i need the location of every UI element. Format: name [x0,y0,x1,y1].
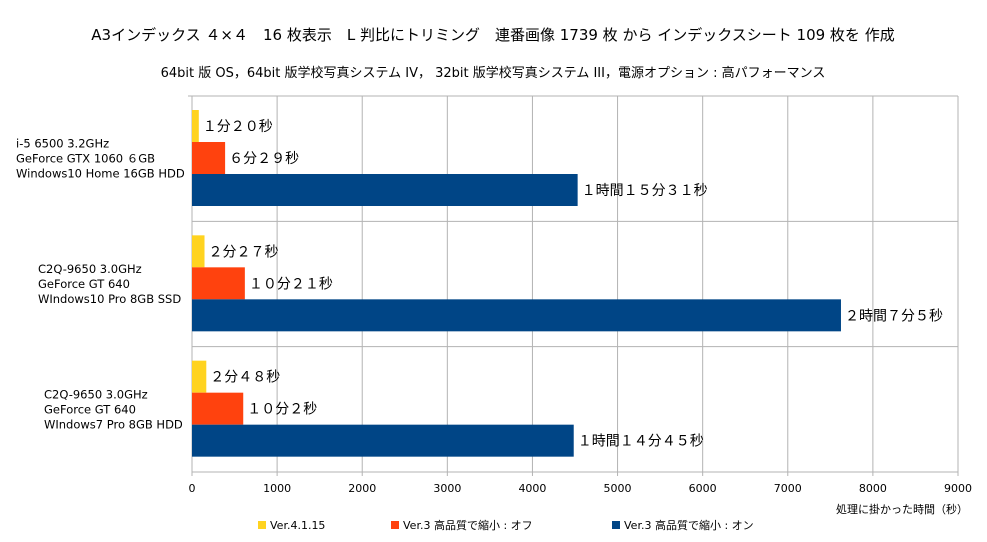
category-label: GeForce GT 640 [44,402,136,416]
category-label: Windows10 Home 16GB HDD [16,167,185,181]
data-label: ２分２７秒 [209,244,279,260]
data-label: １分２０秒 [203,119,273,135]
x-tick-label: 5000 [604,482,632,495]
category-label: WIndows10 Pro 8GB SSD [38,292,181,306]
x-tick-label: 8000 [859,482,887,495]
data-label: ２時間７分５秒 [845,308,943,324]
legend-label: Ver.3 高品質で縮小 : オフ [403,518,533,532]
x-tick-label: 0 [189,482,196,495]
data-labels: １分２０秒 ６分２９秒 １時間１５分３１秒 ２分２７秒 １０分２１秒 ２時間７分５秒 ２分４… [203,119,943,450]
x-tick-label: 2000 [348,482,376,495]
bar [192,392,244,425]
bar [192,267,245,300]
category-label: WIndows7 Pro 8GB HDD [44,417,183,431]
x-tick-label: 1000 [263,482,291,495]
legend-swatch [391,521,399,529]
bar [192,360,207,393]
legend: Ver.4.1.15 Ver.3 高品質で縮小 : オフ Ver.3 高品質で縮小 … [258,518,754,532]
category-label: C2Q-9650 3.0GHz [38,262,142,276]
bar [192,235,205,268]
chart-title: A3インデックス ４×４ 16 枚表示 L 判比にトリミング 連番画像 1739… [91,26,894,44]
legend-label: Ver.3 高品質で縮小 : オン [624,518,754,532]
bar [192,424,574,457]
data-label: ６分２９秒 [229,151,299,167]
data-label: １時間１４分４５秒 [578,434,704,450]
x-tick-label: 3000 [433,482,461,495]
chart-subtitle: 64bit 版 OS，64bit 版学校写真システム IV， 32bit 版学校… [161,65,826,81]
data-label: ２分４８秒 [210,370,280,386]
category-label: GeForce GTX 1060 ６GB [16,152,155,166]
legend-swatch [612,521,620,529]
bars [192,110,841,457]
x-tick-label: 4000 [518,482,546,495]
bar [192,110,199,142]
x-tick-label: 7000 [774,482,802,495]
category-label: i-5 6500 3.2GHz [16,137,109,151]
x-tick-label: 9000 [944,482,972,495]
bar [192,142,226,174]
bar [192,299,841,332]
bar [192,174,578,206]
category-label: GeForce GT 640 [38,277,130,291]
data-label: １０分２秒 [247,402,317,418]
legend-swatch [258,521,266,529]
category-label: C2Q-9650 3.0GHz [44,387,148,401]
x-axis-title: 処理に掛かった時間（秒） [836,502,968,516]
data-label: １０分２１秒 [249,276,333,292]
legend-label: Ver.4.1.15 [270,519,325,532]
x-axis-ticks: 0 1000 2000 3000 4000 5000 6000 7000 8000 9000 [189,482,973,495]
x-tick-label: 6000 [689,482,717,495]
data-label: １時間１５分３１秒 [582,183,708,199]
gridlines [188,95,959,476]
